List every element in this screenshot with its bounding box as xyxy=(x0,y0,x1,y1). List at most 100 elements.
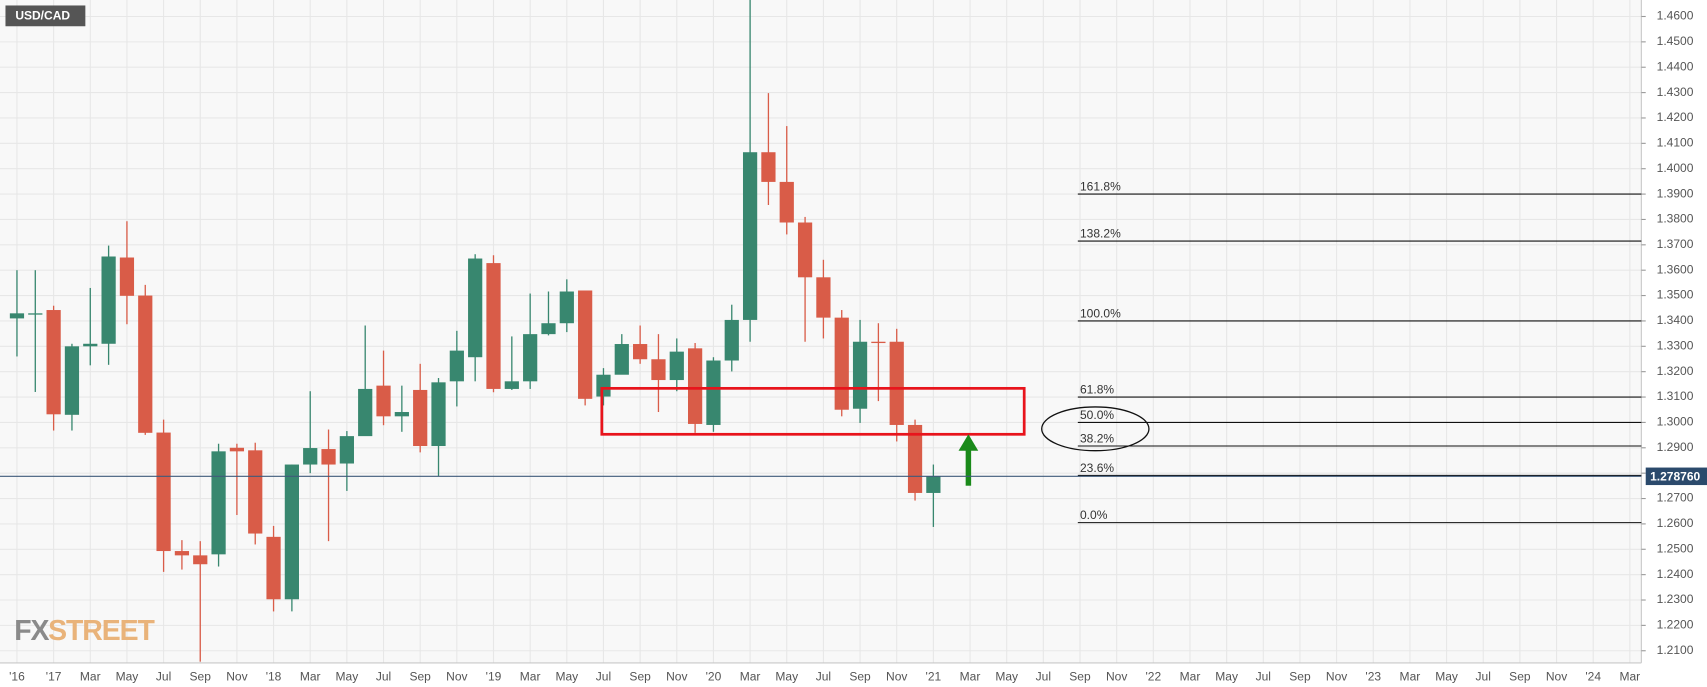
x-tick-label: Sep xyxy=(409,669,431,683)
candle-body xyxy=(504,381,519,389)
x-tick-label: Mar xyxy=(520,669,541,683)
x-tick-label: Mar xyxy=(80,669,101,683)
y-tick-label: 1.3900 xyxy=(1657,186,1694,200)
y-tick-label: 1.2200 xyxy=(1657,618,1694,632)
candle-body xyxy=(761,152,776,182)
candle-body xyxy=(742,152,758,320)
candle-body xyxy=(669,351,684,381)
candle-body xyxy=(871,341,886,344)
candle-body xyxy=(578,290,593,399)
x-tick-label: Jul xyxy=(596,669,611,683)
fib-label: 100.0% xyxy=(1080,307,1121,321)
candle-body xyxy=(266,536,281,600)
y-tick-label: 1.4300 xyxy=(1657,85,1694,99)
x-tick-label: May xyxy=(995,669,1018,683)
y-tick-label: 1.3000 xyxy=(1657,415,1694,429)
y-tick-label: 1.2900 xyxy=(1657,440,1694,454)
candle-body xyxy=(797,222,813,278)
x-tick-label: Sep xyxy=(849,669,871,683)
x-tick-label: Jul xyxy=(156,669,171,683)
candle-body xyxy=(156,432,171,552)
x-tick-label: Nov xyxy=(1546,669,1567,683)
y-tick-label: 1.4200 xyxy=(1657,110,1694,124)
x-tick-label: Jul xyxy=(376,669,391,683)
y-tick-label: 1.4000 xyxy=(1657,161,1694,175)
plot-area xyxy=(0,0,1641,663)
x-tick-label: May xyxy=(555,669,578,683)
candle-body xyxy=(413,389,428,447)
candle-body xyxy=(687,348,703,424)
candle-body xyxy=(559,291,574,324)
highlight-ellipse xyxy=(1041,406,1150,452)
x-tick-label: '24 xyxy=(1585,669,1601,683)
x-tick-label: Mar xyxy=(960,669,981,683)
x-tick-label: '23 xyxy=(1365,669,1381,683)
x-tick-label: Mar xyxy=(1400,669,1421,683)
y-tick-label: 1.3400 xyxy=(1657,313,1694,327)
y-tick-label: 1.2100 xyxy=(1657,643,1694,657)
candle-body xyxy=(834,317,849,410)
y-tick-label: 1.3500 xyxy=(1657,288,1694,302)
logo-fx: FX xyxy=(14,615,49,647)
candle-body xyxy=(303,448,318,465)
y-tick-label: 1.4500 xyxy=(1657,34,1694,48)
fib-label: 0.0% xyxy=(1080,508,1108,522)
candle-body xyxy=(229,447,245,452)
candle-body xyxy=(541,323,556,335)
x-tick-label: '16 xyxy=(9,669,25,683)
candle-body xyxy=(9,313,25,319)
candle-body xyxy=(614,344,629,375)
candle-body xyxy=(779,181,794,223)
last-price-label: 1.278760 xyxy=(1650,470,1700,484)
fib-label: 50.0% xyxy=(1080,408,1114,422)
x-tick-label: May xyxy=(336,669,359,683)
x-tick-label: Mar xyxy=(1180,669,1201,683)
x-tick-label: '21 xyxy=(926,669,942,683)
candle-body xyxy=(376,385,391,417)
candle-body xyxy=(248,450,263,534)
candle-body xyxy=(431,382,446,447)
x-tick-label: '17 xyxy=(46,669,62,683)
candle-body xyxy=(486,263,501,389)
x-tick-label: Jul xyxy=(1036,669,1051,683)
x-tick-label: Nov xyxy=(886,669,907,683)
candle-body xyxy=(321,449,336,465)
chart-title: USD/CAD xyxy=(15,9,70,23)
y-tick-label: 1.3200 xyxy=(1657,364,1694,378)
candle-body xyxy=(193,555,208,565)
x-tick-label: May xyxy=(1215,669,1238,683)
x-tick-label: Mar xyxy=(1620,669,1641,683)
fib-label: 138.2% xyxy=(1080,227,1121,241)
x-tick-label: Sep xyxy=(629,669,651,683)
y-tick-label: 1.3100 xyxy=(1657,389,1694,403)
arrow-head xyxy=(958,434,979,451)
y-tick-label: 1.4600 xyxy=(1657,9,1694,23)
x-tick-label: Mar xyxy=(300,669,321,683)
candle-body xyxy=(83,343,98,347)
x-tick-label: '19 xyxy=(486,669,502,683)
y-tick-label: 1.4100 xyxy=(1657,136,1694,150)
x-tick-label: Sep xyxy=(1069,669,1091,683)
candle-body xyxy=(816,277,831,318)
candle-body xyxy=(28,313,43,315)
x-tick-label: Nov xyxy=(1106,669,1127,683)
candle-body xyxy=(449,350,464,382)
candle-body xyxy=(284,464,299,600)
candle-body xyxy=(174,551,190,556)
x-tick-label: '20 xyxy=(706,669,722,683)
candle-body xyxy=(651,359,666,381)
fib-label: 38.2% xyxy=(1080,432,1114,446)
y-tick-label: 1.2700 xyxy=(1657,491,1694,505)
y-tick-label: 1.3600 xyxy=(1657,262,1694,276)
candle-body xyxy=(211,451,226,555)
x-tick-label: Nov xyxy=(1326,669,1347,683)
candle-body xyxy=(358,388,373,437)
y-tick-label: 1.2400 xyxy=(1657,567,1694,581)
candle-body xyxy=(724,319,739,361)
y-tick-label: 1.3700 xyxy=(1657,237,1694,251)
x-tick-label: '18 xyxy=(266,669,282,683)
x-tick-label: Sep xyxy=(190,669,212,683)
y-tick-label: 1.3300 xyxy=(1657,338,1694,352)
y-tick-label: 1.4400 xyxy=(1657,59,1694,73)
